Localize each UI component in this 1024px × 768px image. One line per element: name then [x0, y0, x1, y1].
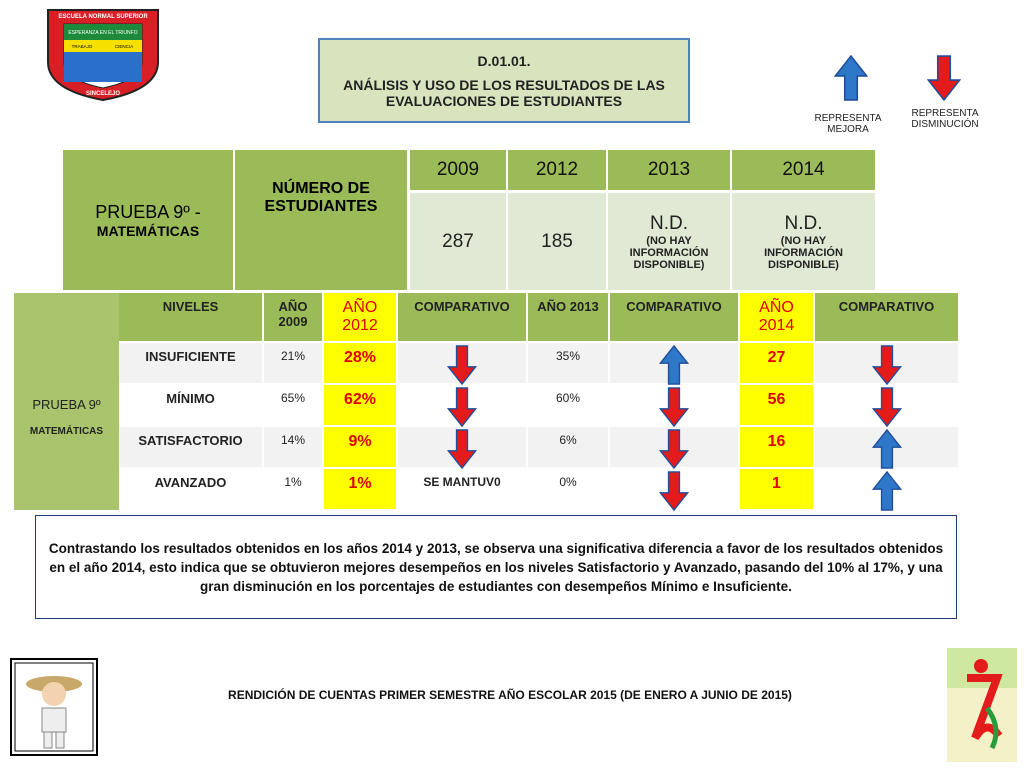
levels-subject-line: MATEMÁTICAS [29, 425, 104, 437]
comparison-cell [815, 385, 960, 427]
summary-subject: PRUEBA 9º - MATEMÁTICAS [63, 150, 235, 290]
year-value: 185 [508, 193, 608, 290]
table-cell: 16 [740, 427, 815, 469]
header-box: D.01.01. ANÁLISIS Y USO DE LOS RESULTADO… [318, 38, 690, 123]
logo-right: CIENCIA [115, 44, 133, 49]
logo-bottom: SINCELEJO [86, 91, 120, 97]
table-cell: 1% [324, 469, 398, 511]
arrow-down [659, 429, 689, 469]
header-code: D.01.01. [477, 52, 531, 69]
year-value: N.D. (NO HAY INFORMACIÓN DISPONIBLE) [732, 193, 877, 290]
legend-down-text: REPRESENTA DISMINUCIÓN [911, 108, 979, 130]
table-cell: 1% [264, 469, 324, 511]
year-value-note: (NO HAY INFORMACIÓN DISPONIBLE) [629, 234, 709, 271]
year-value-main: N.D. [784, 212, 823, 234]
table-cell: 6% [528, 427, 610, 469]
legend-down-arrow [927, 55, 961, 101]
year-value-main: 287 [442, 230, 474, 252]
comparison-cell [815, 427, 960, 469]
comparison-cell [398, 343, 528, 385]
comparison-cell [815, 343, 960, 385]
year-value: 287 [410, 193, 508, 290]
table-cell: 65% [264, 385, 324, 427]
table-cell: 0% [528, 469, 610, 511]
arrow-down [447, 345, 477, 385]
logo-motto: ESPERANZA EN EL TRIUNFO [68, 30, 137, 36]
arrow-down [447, 429, 477, 469]
logo-top: ESCUELA NORMAL SUPERIOR [58, 14, 148, 20]
comparison-cell [398, 427, 528, 469]
table-cell: AVANZADO [119, 469, 264, 511]
comparison-cell [398, 385, 528, 427]
year-header: 2012 [508, 150, 608, 190]
comparison-cell [610, 385, 740, 427]
table-cell: SATISFACTORIO [119, 427, 264, 469]
arrow-down [659, 471, 689, 511]
comparison-cell [815, 469, 960, 511]
year-value-main: 185 [541, 230, 573, 252]
year-value-note: (NO HAY INFORMACIÓN DISPONIBLE) [764, 234, 843, 271]
year-value: N.D. (NO HAY INFORMACIÓN DISPONIBLE) [608, 193, 732, 290]
table-cell: 1 [740, 469, 815, 511]
comparison-cell [610, 469, 740, 511]
table-cell: MÍNIMO [119, 385, 264, 427]
table-cell: 9% [324, 427, 398, 469]
comparison-cell: SE MANTUV0 [398, 469, 528, 511]
table-cell: 62% [324, 385, 398, 427]
logo: ESCUELA NORMAL SUPERIOR ESPERANZA EN EL … [47, 9, 159, 102]
year-header: 2014 [732, 150, 877, 190]
arrow-down [447, 387, 477, 427]
table-cell: 27 [740, 343, 815, 385]
arrow-down [872, 345, 901, 385]
summary-subject-line: MATEMÁTICAS [96, 222, 200, 239]
comparison-cell [610, 343, 740, 385]
summary-subject-line: PRUEBA 9º - [95, 201, 201, 222]
year-value-main: N.D. [650, 212, 688, 234]
logo-left: TRABAJO [72, 44, 93, 49]
arrow-down [872, 387, 901, 427]
column-header: COMPARATIVO [815, 293, 960, 343]
legend-up-arrow [834, 55, 868, 101]
summary-column-header: NÚMERO DE ESTUDIANTES [235, 150, 407, 290]
arrow-up [659, 345, 689, 385]
column-header: AÑO 2014 [740, 293, 815, 343]
table-cell: 21% [264, 343, 324, 385]
table-cell: 60% [528, 385, 610, 427]
comparison-cell [610, 427, 740, 469]
table-cell: 14% [264, 427, 324, 469]
column-header: AÑO 2013 [528, 293, 610, 343]
summary-column-text: NÚMERO DE ESTUDIANTES [264, 179, 378, 215]
levels-subject-line: PRUEBA 9º [32, 396, 101, 412]
table-cell: 56 [740, 385, 815, 427]
emblem [947, 648, 1017, 762]
year-header: 2013 [608, 150, 732, 190]
table-cell: 28% [324, 343, 398, 385]
table-cell: 35% [528, 343, 610, 385]
column-header: COMPARATIVO [398, 293, 528, 343]
column-header: NIVELES [119, 293, 264, 343]
conclusion: Contrastando los resultados obtenidos en… [35, 515, 957, 619]
levels-subject: PRUEBA 9º MATEMÁTICAS [14, 293, 119, 510]
legend-up-text: REPRESENTA MEJORA [814, 113, 882, 135]
header-title: ANÁLISIS Y USO DE LOS RESULTADOS DE LAS … [343, 76, 665, 109]
footer: RENDICIÓN DE CUENTAS PRIMER SEMESTRE AÑO… [228, 688, 792, 702]
mascot [10, 658, 98, 756]
arrow-up [872, 429, 901, 469]
column-header: AÑO 2009 [264, 293, 324, 343]
arrow-down [659, 387, 689, 427]
column-header: AÑO 2012 [324, 293, 398, 343]
year-header: 2009 [410, 150, 508, 190]
table-cell: INSUFICIENTE [119, 343, 264, 385]
column-header: COMPARATIVO [610, 293, 740, 343]
arrow-up [872, 471, 901, 511]
